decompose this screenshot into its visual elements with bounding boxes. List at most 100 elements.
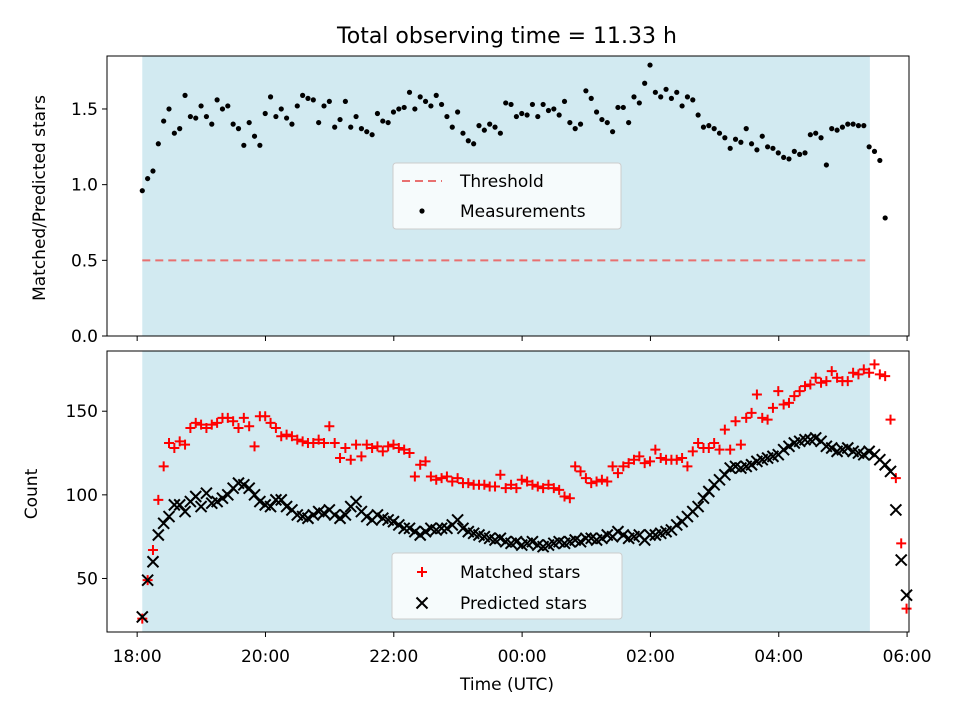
matched-star-point <box>270 422 281 433</box>
matched-star-point <box>778 399 789 410</box>
count-legend: Matched stars Predicted stars <box>391 552 623 620</box>
matched-star-point <box>137 613 148 624</box>
measurement-point <box>513 113 520 120</box>
measurement-point <box>866 144 872 150</box>
measurement-point <box>556 112 562 118</box>
matched-star-point <box>329 437 340 448</box>
matched-star-point <box>693 437 704 448</box>
measurement-point <box>748 141 755 147</box>
measurement-point <box>235 126 242 132</box>
predicted-star-point <box>435 522 448 535</box>
measurement-point <box>198 103 204 109</box>
matched-star-point <box>650 444 661 455</box>
matched-star-point <box>783 397 794 408</box>
predicted-star-point <box>900 588 913 602</box>
matched-star-point <box>687 446 698 457</box>
measurement-point <box>225 103 231 109</box>
y-tick-label: 50 <box>76 569 98 589</box>
ratio-y-axis-label: Matched/Predicted stars <box>30 95 50 301</box>
matched-stars-points <box>137 359 912 624</box>
matched-star-point <box>570 461 581 472</box>
matched-star-point <box>602 476 613 487</box>
matched-star-point <box>703 443 714 454</box>
measurement-point <box>145 175 151 182</box>
count-legend-box <box>391 552 623 620</box>
matched-star-point <box>532 481 543 492</box>
measurement-point <box>615 104 621 111</box>
measurement-point <box>471 141 477 147</box>
matched-star-point <box>762 414 773 425</box>
y-tick-label: 1.0 <box>71 176 98 196</box>
measurement-point <box>807 132 813 138</box>
measurement-point <box>845 121 851 127</box>
matched-star-point <box>810 372 821 383</box>
measurement-point <box>604 119 610 126</box>
measurement-point <box>567 119 573 126</box>
matched-star-point <box>500 483 511 494</box>
predicted-star-point <box>136 610 149 624</box>
predicted-star-point <box>691 500 705 513</box>
predicted-star-point <box>579 532 593 545</box>
measurement-point <box>396 106 402 112</box>
matched-star-point <box>853 369 864 380</box>
measurement-point <box>791 148 797 154</box>
measurement-point <box>358 126 365 132</box>
measurement-point <box>390 109 397 115</box>
predicted-star-point <box>798 433 812 446</box>
predicted-star-point <box>889 503 903 517</box>
matched-star-point <box>233 422 244 433</box>
measurement-point <box>332 124 338 130</box>
measurement-point <box>631 94 637 100</box>
measurement-point <box>374 110 381 117</box>
measurement-point <box>636 100 642 106</box>
matched-star-point <box>880 371 891 382</box>
matched-star-point <box>554 484 565 495</box>
matched-star-point <box>842 376 853 387</box>
measurement-point <box>850 121 856 127</box>
matched-star-point <box>249 441 260 452</box>
measurement-point <box>711 126 717 132</box>
measurement-point <box>166 106 172 112</box>
ratio-y-ticks: 0.0 0.5 1.0 1.5 <box>71 100 107 347</box>
measurement-point <box>155 141 161 147</box>
predicted-star-point <box>141 573 154 587</box>
x-tick-label: 22:00 <box>369 647 418 667</box>
measurement-point <box>401 104 407 111</box>
measurement-point <box>732 136 739 142</box>
legend-predicted-swatch <box>415 596 429 610</box>
matched-star-point <box>308 437 319 448</box>
measurement-point <box>620 104 626 111</box>
measurement-point <box>540 101 546 108</box>
measurement-point <box>412 106 418 112</box>
matched-star-point <box>682 461 693 472</box>
measurement-point <box>684 94 691 100</box>
measurement-point <box>438 101 445 108</box>
x-tick-label: 00:00 <box>498 647 547 667</box>
measurement-point <box>246 119 252 126</box>
matched-star-point <box>399 444 410 455</box>
matched-star-point <box>538 483 549 494</box>
predicted-star-point <box>189 490 202 503</box>
measurement-point <box>316 119 322 126</box>
predicted-star-point <box>162 510 176 523</box>
matched-star-point <box>292 434 303 445</box>
legend-predicted-marker <box>415 596 429 610</box>
count-panel-frame <box>106 350 910 633</box>
matched-star-point <box>244 421 255 432</box>
matched-star-point <box>388 439 399 450</box>
measurement-point <box>642 80 648 86</box>
measurement-point <box>503 100 509 106</box>
measurement-point <box>802 150 808 156</box>
matched-star-point <box>228 416 239 427</box>
measurement-point <box>764 144 771 150</box>
matched-star-point <box>222 412 233 423</box>
matched-star-point <box>564 493 575 504</box>
x-tick-label: 18:00 <box>113 647 162 667</box>
matched-star-point <box>351 439 362 450</box>
measurement-point <box>706 123 712 129</box>
matched-star-point <box>618 461 629 472</box>
matched-star-point <box>383 441 394 452</box>
measurement-point <box>813 130 819 136</box>
matched-star-point <box>639 458 650 469</box>
